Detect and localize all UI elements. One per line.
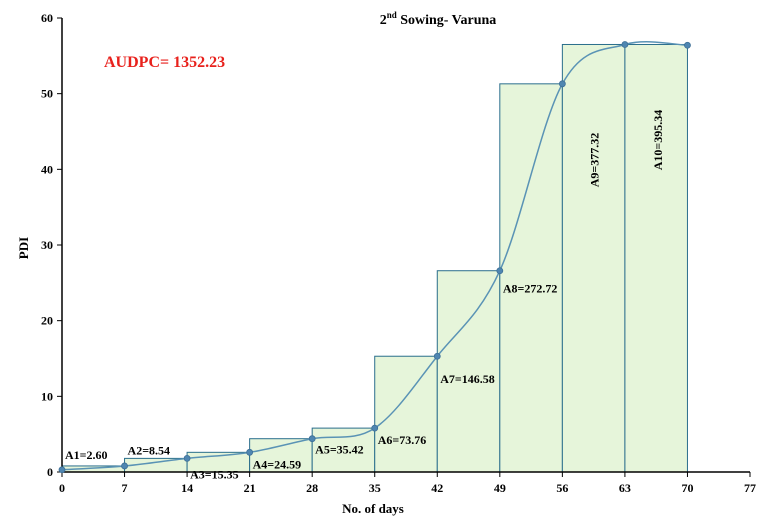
bar-5: [311, 427, 376, 473]
y-axis-label: PDI: [16, 237, 31, 259]
y-tick-label: 50: [41, 87, 53, 101]
area-label-a3: A3=15.35: [190, 467, 239, 481]
pdi-data-point: [371, 424, 379, 432]
area-label-a9: A9=377.32: [587, 133, 601, 188]
chart-title: 2nd Sowing- Varuna: [380, 10, 497, 28]
bar-7: [436, 270, 501, 473]
pdi-data-point: [433, 352, 441, 360]
area-label-a8: A8=272.72: [503, 282, 558, 296]
area-label-a2: A2=8.54: [128, 443, 171, 457]
area-label-a7: A7=146.58: [440, 372, 495, 386]
x-tick-label: 77: [744, 481, 756, 495]
pdi-data-point: [621, 41, 629, 48]
pdi-data-point: [558, 80, 566, 88]
x-tick-label: 0: [59, 481, 65, 495]
area-label-a1: A1=2.60: [65, 448, 108, 462]
x-tick-label: 63: [619, 481, 631, 495]
area-label-a10: A10=395.34: [651, 110, 665, 171]
y-tick-label: 30: [41, 238, 53, 252]
bar-10: [624, 43, 688, 473]
chart-title-sup: nd: [387, 10, 397, 20]
x-tick-label: 7: [122, 481, 128, 495]
pdi-data-point: [308, 435, 316, 443]
pdi-data-point: [496, 267, 504, 275]
x-tick-label: 70: [681, 481, 693, 495]
audpc-annotation: AUDPC= 1352.23: [104, 54, 225, 71]
line-layer: [58, 41, 691, 474]
pdi-data-point: [183, 454, 191, 462]
x-tick-label: 21: [244, 481, 256, 495]
pdi-data-point: [58, 466, 66, 474]
bar-6: [374, 355, 438, 473]
x-tick-label: 28: [306, 481, 318, 495]
chart-title-rest: Sowing- Varuna: [397, 13, 497, 28]
x-tick-label: 49: [494, 481, 506, 495]
bars-layer: [61, 43, 688, 473]
bar-9: [561, 43, 626, 473]
y-tick-label: 10: [41, 389, 53, 403]
pdi-data-point: [684, 41, 691, 49]
y-tick-label: 20: [41, 314, 53, 328]
y-tick-label: 0: [47, 465, 53, 479]
area-label-a4: A4=24.59: [253, 457, 302, 471]
x-tick-label: 14: [181, 481, 193, 495]
bar-8: [499, 83, 563, 473]
chart-title-main: 2: [380, 13, 387, 28]
axes-layer: 0 10 20 30 40 50 60 0 7 14 21 28 35 42 49 56 63 70 77: [41, 11, 756, 495]
x-tick-label: 56: [556, 481, 568, 495]
x-tick-label: 42: [431, 481, 443, 495]
area-label-a5: A5=35.42: [315, 443, 364, 457]
pdi-data-point: [121, 462, 128, 470]
pdi-data-point: [246, 448, 254, 456]
labels-layer: A1=2.60 A2=8.54 A3=15.35 A4=24.59 A5=35.42 A6…: [65, 110, 665, 482]
x-axis-label: No. of days: [342, 501, 404, 516]
y-tick-label: 40: [41, 162, 53, 176]
x-tick-label: 35: [369, 481, 381, 495]
y-tick-label: 60: [41, 11, 53, 25]
area-label-a6: A6=73.76: [378, 433, 427, 447]
